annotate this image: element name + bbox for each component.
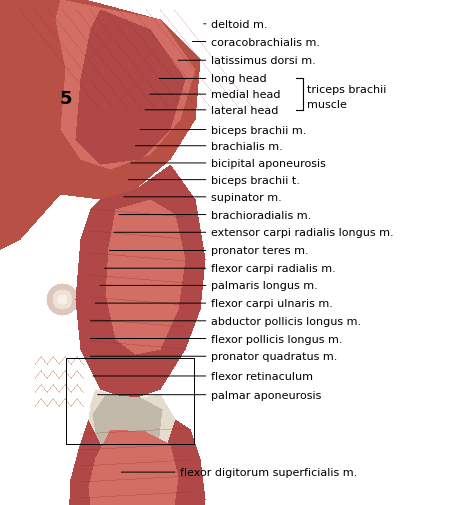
Text: pronator teres m.: pronator teres m. xyxy=(211,246,309,256)
Text: palmaris longus m.: palmaris longus m. xyxy=(211,281,318,291)
Text: lateral head: lateral head xyxy=(211,106,278,116)
Text: pronator quadratus m.: pronator quadratus m. xyxy=(211,351,337,362)
Text: flexor pollicis longus m.: flexor pollicis longus m. xyxy=(211,334,342,344)
Text: brachialis m.: brachialis m. xyxy=(211,141,283,152)
Text: flexor retinaculum: flexor retinaculum xyxy=(211,371,313,381)
Text: palmar aponeurosis: palmar aponeurosis xyxy=(211,390,321,400)
Text: triceps brachii: triceps brachii xyxy=(307,85,386,95)
Text: supinator m.: supinator m. xyxy=(211,192,282,203)
Text: flexor digitorum superficialis m.: flexor digitorum superficialis m. xyxy=(180,467,357,477)
Text: biceps brachii m.: biceps brachii m. xyxy=(211,125,306,135)
Text: flexor carpi ulnaris m.: flexor carpi ulnaris m. xyxy=(211,298,333,309)
Text: biceps brachii t.: biceps brachii t. xyxy=(211,175,300,185)
Text: long head: long head xyxy=(211,74,266,84)
Text: abductor pollicis longus m.: abductor pollicis longus m. xyxy=(211,316,361,326)
Text: brachioradialis m.: brachioradialis m. xyxy=(211,210,311,220)
Text: flexor carpi radialis m.: flexor carpi radialis m. xyxy=(211,264,336,274)
Text: coracobrachialis m.: coracobrachialis m. xyxy=(211,37,320,47)
Text: extensor carpi radialis longus m.: extensor carpi radialis longus m. xyxy=(211,228,393,238)
Text: medial head: medial head xyxy=(211,90,281,100)
Text: deltoid m.: deltoid m. xyxy=(211,20,267,30)
Text: bicipital aponeurosis: bicipital aponeurosis xyxy=(211,159,326,169)
Text: 5: 5 xyxy=(60,89,73,108)
Text: muscle: muscle xyxy=(307,99,347,110)
Text: latissimus dorsi m.: latissimus dorsi m. xyxy=(211,56,316,66)
